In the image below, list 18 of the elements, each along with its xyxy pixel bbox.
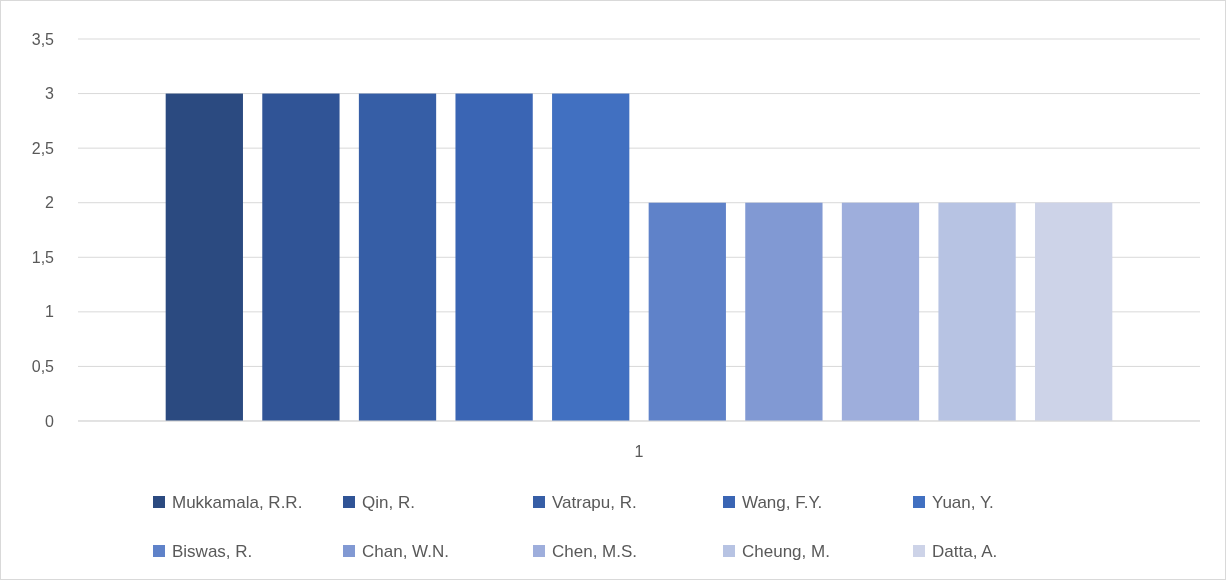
y-tick-label: 0 (45, 412, 55, 430)
legend-label: Wang, F.Y. (742, 492, 823, 512)
legend-label: Mukkamala, R.R. (172, 492, 303, 512)
y-tick-label: 2 (45, 194, 55, 212)
y-tick-label: 0,5 (31, 358, 55, 376)
y-tick-label: 1,5 (31, 248, 55, 266)
legend-label: Biswas, R. (172, 541, 253, 561)
legend-label: Chen, M.S. (552, 541, 638, 561)
y-tick-label: 3,5 (31, 30, 55, 48)
y-tick-label: 1 (45, 303, 55, 321)
legend-label: Cheung, M. (742, 541, 830, 561)
legend-label: Vatrapu, R. (552, 492, 637, 512)
y-tick-label: 3 (45, 85, 55, 103)
legend-label: Chan, W.N. (362, 541, 449, 561)
legend-label: Qin, R. (362, 492, 415, 512)
legend-label: Yuan, Y. (932, 492, 994, 512)
y-tick-label: 2,5 (31, 139, 55, 157)
legend-label: Datta, A. (932, 541, 998, 561)
